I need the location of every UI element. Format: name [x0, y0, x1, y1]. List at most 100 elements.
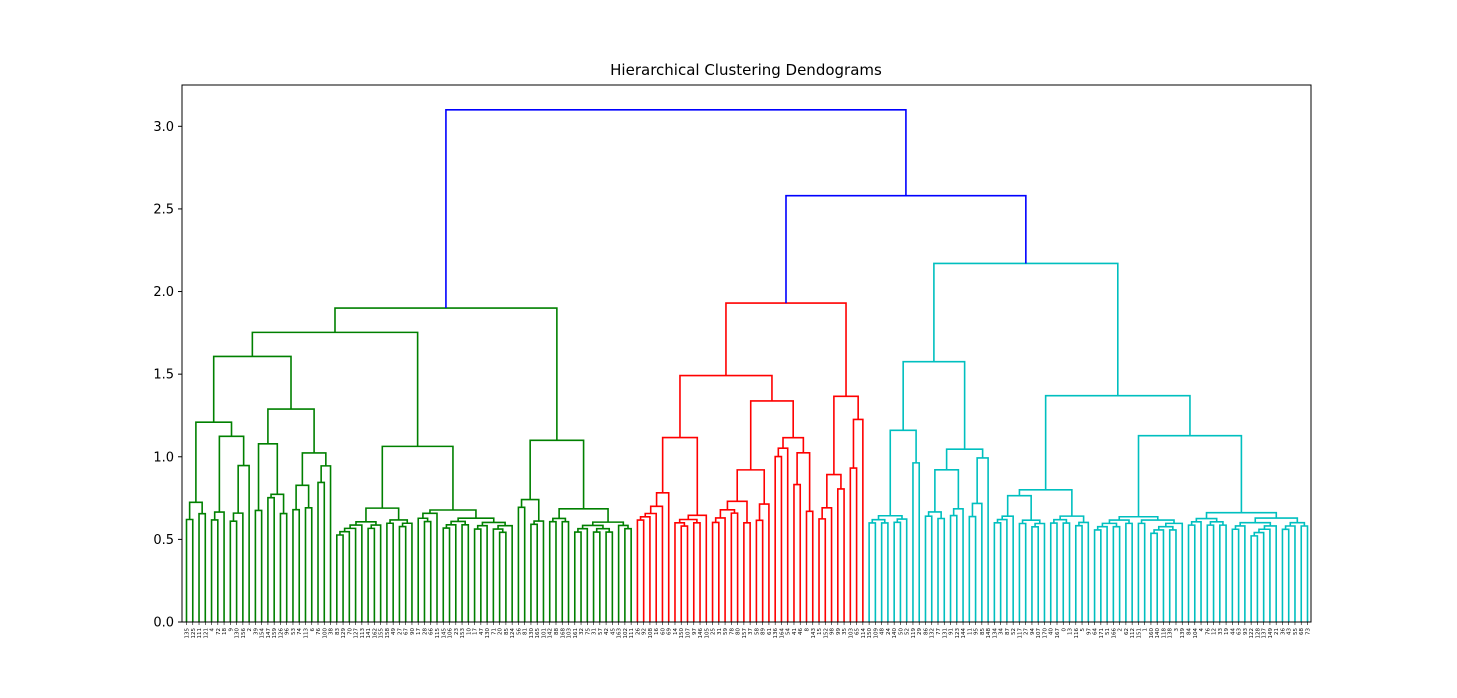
dendrogram-link [868, 522, 877, 622]
dendrogram-link [758, 503, 770, 622]
dendrogram-link [336, 534, 344, 622]
leaf-label: 130 [235, 628, 241, 639]
dendrogram-link [624, 527, 632, 622]
dendrogram-link [924, 515, 933, 622]
dendrogram-link [577, 527, 589, 622]
dendrogram-link [692, 521, 701, 622]
dendrogram-link [476, 524, 488, 622]
leaf-label: 11 [967, 628, 973, 635]
leaf-label: 97 [1086, 628, 1092, 635]
dendrogram-link [661, 436, 699, 516]
leaf-label: 125 [191, 628, 197, 639]
leaf-label: 60 [660, 628, 666, 635]
leaf-label: 31 [592, 628, 598, 635]
leaf-label: 154 [260, 628, 266, 639]
dendrogram-link [674, 521, 686, 622]
dendrogram-link [1165, 522, 1184, 622]
leaf-label: 9 [228, 628, 234, 632]
dendrogram-link [417, 517, 429, 622]
dendrogram-link [796, 451, 811, 512]
leaf-label: 157 [742, 628, 748, 639]
leaf-label: 90 [410, 628, 416, 635]
dendrogram-link [1021, 519, 1041, 524]
leaf-label: 114 [861, 628, 867, 639]
leaf-label: 91 [949, 628, 955, 635]
dendrogram-link [1253, 531, 1265, 622]
leaf-label: 152 [823, 628, 829, 639]
dendrogram-link [1062, 522, 1071, 622]
leaf-label: 40 [1049, 628, 1055, 635]
dendrogram-link [561, 520, 570, 622]
dendrogram-link [933, 262, 1119, 396]
leaf-labels: 135 125 111 121 4 72 18 9 130 156 2 39 154 147 159 126 9… [185, 622, 1312, 639]
leaf-label: 96 [285, 628, 291, 635]
dendrogram-link [423, 520, 432, 622]
dendrogram-link [398, 525, 407, 622]
leaf-label: 145 [441, 628, 447, 639]
dendrogram-link [367, 527, 376, 622]
dendrogram-link [548, 520, 557, 622]
leaf-label: 68 [1299, 628, 1305, 635]
dendrogram-link [195, 421, 233, 503]
dendrogram-link [889, 429, 917, 516]
leaf-label: 163 [617, 628, 623, 639]
dendrogram-link [1234, 525, 1246, 622]
dendrogram-link [481, 521, 506, 526]
leaf-label: 23 [454, 628, 460, 635]
dendrogram-link [334, 307, 558, 441]
leaf-label: 146 [698, 628, 704, 639]
leaf-label: 21 [1274, 628, 1280, 635]
leaf-label: 53 [291, 628, 297, 635]
leaf-label: 100 [322, 628, 328, 639]
leaf-label: 39 [253, 628, 259, 635]
dendrogram-link [679, 374, 773, 438]
leaf-label: 66 [429, 628, 435, 635]
leaf-label: 55 [1293, 628, 1299, 635]
dendrogram-link [270, 493, 285, 514]
dendrogram-link [755, 519, 764, 622]
leaf-label: 116 [1074, 628, 1080, 639]
dendrogram-link [949, 514, 958, 622]
dendrogram-link [1137, 434, 1243, 517]
leaf-label: 65 [855, 628, 861, 635]
leaf-label: 29 [917, 628, 923, 635]
leaf-label: 153 [460, 628, 466, 639]
dendrogram-link [636, 519, 645, 622]
dendrogram-link [1219, 524, 1227, 622]
leaf-label: 136 [773, 628, 779, 639]
dendrogram-link [1263, 525, 1277, 622]
leaf-label: 150 [867, 628, 873, 639]
leaf-label: 27 [397, 628, 403, 635]
leaf-label: 92 [642, 628, 648, 635]
dendrogram-link [1031, 525, 1040, 622]
leaf-label: 126 [278, 628, 284, 639]
leaf-label: 12 [1212, 628, 1218, 635]
leaf-label: 107 [686, 628, 692, 639]
dendrogram-link [267, 496, 275, 622]
plot-frame [181, 84, 1312, 623]
leaf-label: 24 [886, 628, 892, 635]
dendrogram-link [777, 447, 789, 622]
leaf-label: 122 [1249, 628, 1255, 639]
leaf-label: 52 [1011, 628, 1017, 635]
dendrogram-link [581, 524, 604, 529]
leaf-label: 45 [610, 628, 616, 635]
dendrogram-link [442, 527, 451, 622]
leaf-label: 36 [1280, 628, 1286, 635]
dendrogram-link [573, 531, 582, 622]
leaf-label: 51 [1105, 628, 1111, 635]
dendrogram-link [267, 408, 315, 453]
leaf-label: 123 [955, 628, 961, 639]
dendrogram-link [198, 512, 207, 622]
leaf-label: 46 [798, 628, 804, 635]
leaf-label: 142 [548, 628, 554, 639]
dendrogram-link [726, 500, 748, 523]
dendrogram-link [1284, 525, 1296, 622]
dendrogram-link [837, 488, 845, 622]
dendrogram-link [422, 512, 438, 622]
dendrogram-link [185, 518, 194, 622]
dendrogram-link [1125, 522, 1133, 622]
leaf-label: 167 [1055, 628, 1061, 639]
leaf-label: 16 [654, 628, 660, 635]
dendrogram-link [445, 523, 457, 622]
